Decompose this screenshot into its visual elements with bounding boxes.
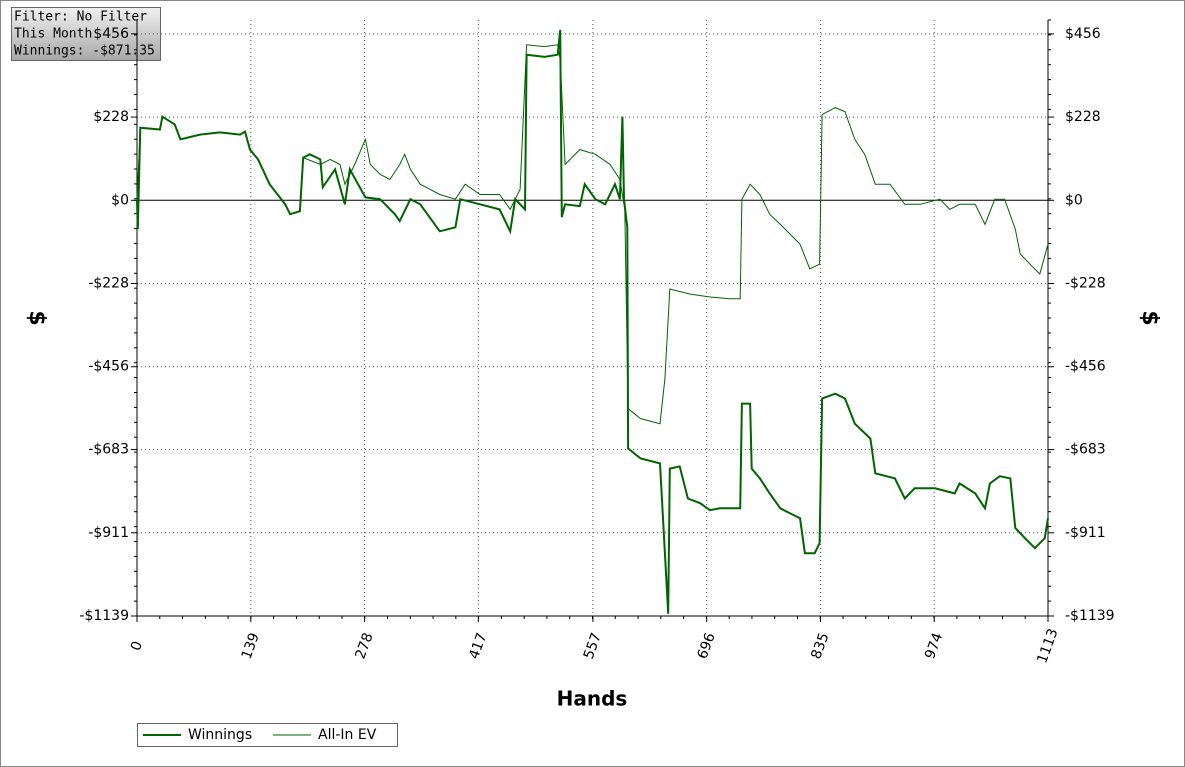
x-axis-label: Hands (557, 687, 628, 711)
y-tick-label-right: -$456 (1065, 359, 1106, 375)
info-box: Filter: No Filter This Month Winnings: -… (11, 7, 161, 61)
y-axis-label-right: $ (1137, 310, 1162, 325)
y-tick-label-right: $0 (1065, 192, 1083, 208)
legend-label: Winnings (188, 727, 252, 743)
y-tick-label: $456 (93, 26, 129, 42)
y-axis-label: $ (24, 310, 49, 325)
info-line: This Month (14, 27, 92, 42)
y-tick-label-right: $456 (1065, 26, 1101, 42)
y-tick-label-right: -$1139 (1065, 608, 1115, 624)
y-tick-label-right: -$683 (1065, 442, 1106, 458)
y-tick-label-right: $228 (1065, 109, 1101, 125)
y-tick-label: -$911 (88, 525, 129, 541)
info-line: Filter: No Filter (14, 10, 147, 25)
y-tick-label-right: -$228 (1065, 276, 1106, 292)
info-line: Winnings: -$871.35 (14, 44, 155, 59)
legend-label: All-In EV (318, 727, 377, 743)
y-tick-label: -$1139 (79, 608, 129, 624)
y-tick-label-right: -$911 (1065, 525, 1106, 541)
y-tick-label: -$456 (88, 359, 129, 375)
y-tick-label: $228 (93, 109, 129, 125)
y-tick-label: $0 (111, 192, 129, 208)
series-line (136, 44, 1049, 425)
y-tick-label: -$228 (88, 276, 129, 292)
y-tick-label: -$683 (88, 442, 129, 458)
legend (137, 723, 398, 747)
